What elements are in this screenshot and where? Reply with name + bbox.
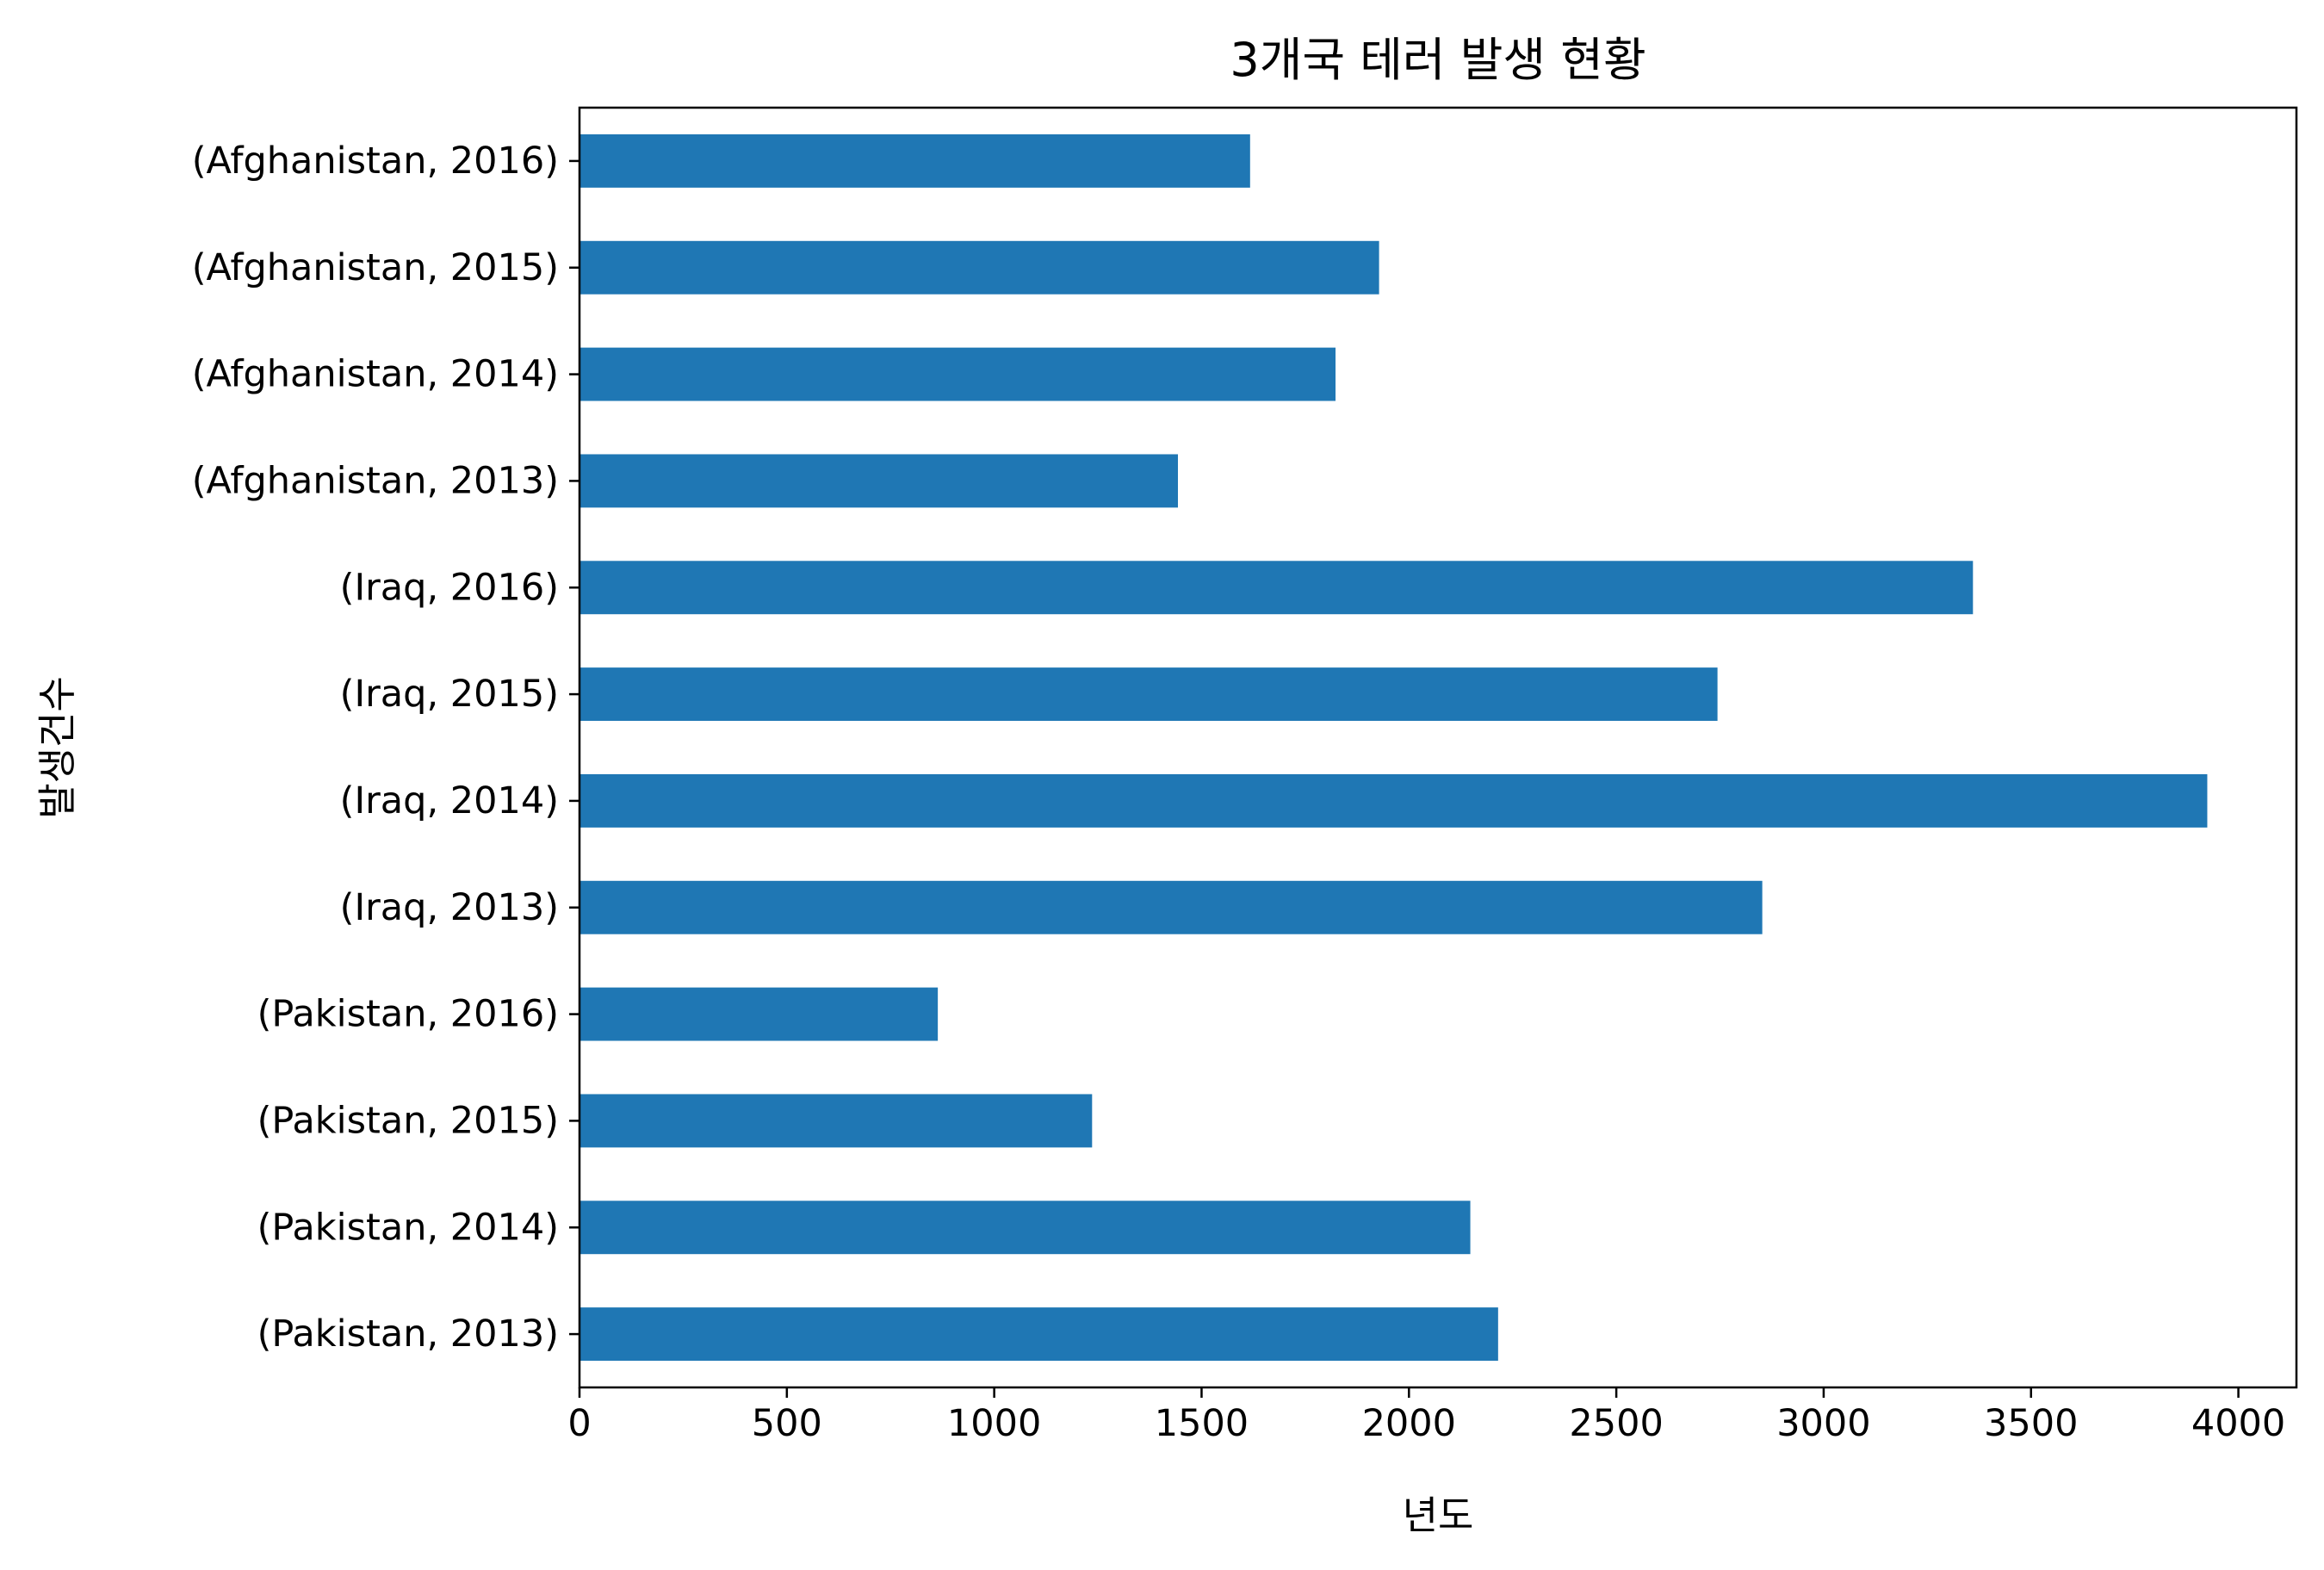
x-tick-label: 2000 [1362, 1402, 1456, 1445]
bars-group [579, 133, 2208, 1362]
bar [579, 347, 1336, 401]
y-tick-label: (Afghanistan, 2014) [192, 353, 559, 396]
y-tick-label: (Pakistan, 2016) [257, 993, 559, 1036]
bar [579, 240, 1379, 295]
y-tick-label: (Pakistan, 2013) [257, 1312, 559, 1356]
y-tick-label: (Afghanistan, 2016) [192, 140, 559, 183]
x-tick-label: 500 [752, 1402, 822, 1445]
bar [579, 1094, 1093, 1148]
y-tick-label: (Pakistan, 2015) [257, 1099, 559, 1142]
y-axis-title: 발생건수 [34, 676, 80, 819]
bar [579, 454, 1179, 508]
y-tick-label: (Iraq, 2013) [340, 886, 559, 929]
x-tick-label: 1500 [1155, 1402, 1249, 1445]
bar [579, 561, 1974, 615]
chart-title: 3개국 테러 발생 현황 [1230, 33, 1645, 87]
x-tick-label: 3000 [1776, 1402, 1870, 1445]
x-tick-label: 2500 [1569, 1402, 1663, 1445]
x-axis-ticks: 0 500 1000 1500 2000 2500 3000 3500 4000 [567, 1387, 2285, 1445]
plot-frame [578, 106, 2298, 1389]
x-tick-label: 3500 [1984, 1402, 2078, 1445]
bar [579, 987, 939, 1041]
bar [579, 880, 1763, 934]
bar [579, 133, 1250, 188]
x-tick-label: 4000 [2191, 1402, 2285, 1445]
x-axis-title: 년도 [1403, 1492, 1474, 1538]
y-tick-label: (Afghanistan, 2013) [192, 459, 559, 502]
y-tick-label: (Iraq, 2014) [340, 779, 559, 822]
x-tick-label: 1000 [947, 1402, 1041, 1445]
y-tick-label: (Afghanistan, 2015) [192, 246, 559, 289]
y-tick-label: (Iraq, 2015) [340, 673, 559, 716]
bar [579, 1201, 1471, 1255]
bar [579, 667, 1718, 722]
y-tick-label: (Pakistan, 2014) [257, 1206, 559, 1249]
x-tick-label: 0 [567, 1402, 591, 1445]
y-axis-ticks: (Afghanistan, 2016) (Afghanistan, 2015) (A… [192, 140, 579, 1356]
bar [579, 1307, 1498, 1362]
bar [579, 773, 2208, 828]
y-tick-label: (Iraq, 2016) [340, 566, 559, 609]
